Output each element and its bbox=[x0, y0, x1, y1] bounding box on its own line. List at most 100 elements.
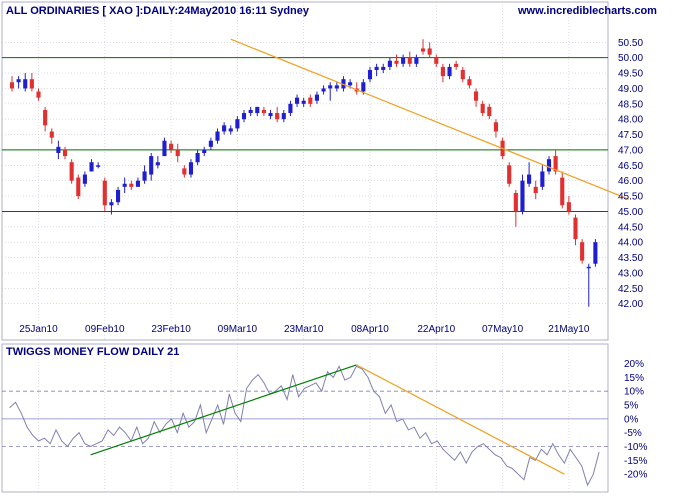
candle-body bbox=[566, 202, 571, 212]
price-y-tick-label: 45.00 bbox=[618, 207, 643, 218]
price-y-tick-label: 49.00 bbox=[618, 84, 643, 95]
candle-body bbox=[314, 94, 319, 101]
candle-body bbox=[454, 63, 459, 67]
price-x-tick-label: 09Mar10 bbox=[218, 324, 258, 335]
price-candles bbox=[9, 39, 598, 307]
candle-body bbox=[533, 186, 538, 193]
price-y-tick-label: 43.00 bbox=[618, 268, 643, 279]
price-y-tick-label: 47.00 bbox=[618, 145, 643, 156]
candle-body bbox=[321, 88, 326, 92]
money-flow-y-tick-label: 20% bbox=[624, 359, 644, 370]
candle-body bbox=[440, 66, 445, 77]
money-flow-trendline-orange bbox=[356, 364, 565, 475]
candle-body bbox=[527, 174, 532, 184]
candle-body bbox=[215, 131, 220, 141]
price-y-tick-label: 50.00 bbox=[618, 53, 643, 64]
candle-body bbox=[69, 162, 74, 181]
candle-body bbox=[102, 180, 107, 206]
candle-body bbox=[169, 143, 174, 150]
candle-body bbox=[474, 91, 479, 101]
money-flow-trendlines bbox=[90, 364, 565, 475]
candle-body bbox=[23, 79, 28, 89]
candle-body bbox=[295, 97, 300, 104]
candle-body bbox=[520, 180, 525, 212]
candle-body bbox=[175, 149, 180, 157]
price-trendline bbox=[230, 38, 629, 200]
candle-body bbox=[507, 165, 512, 184]
candle-body bbox=[16, 79, 21, 83]
candle-body bbox=[155, 162, 160, 166]
candle-body bbox=[328, 85, 333, 89]
candle-body bbox=[228, 128, 233, 132]
money-flow-frame bbox=[1, 343, 609, 493]
price-x-tick-label: 21May10 bbox=[548, 324, 590, 335]
candle-body bbox=[115, 189, 121, 203]
price-x-tick-label: 08Apr10 bbox=[351, 324, 389, 335]
watermark-url: www.incrediblecharts.com bbox=[517, 5, 657, 17]
candle-body bbox=[381, 66, 386, 70]
candle-body bbox=[560, 177, 565, 206]
candle-body bbox=[348, 82, 353, 86]
candle-body bbox=[49, 131, 54, 138]
candle-body bbox=[43, 109, 48, 126]
candle-body bbox=[96, 165, 101, 167]
money-flow-title: TWIGGS MONEY FLOW DAILY 21 bbox=[6, 346, 179, 358]
money-flow-line bbox=[9, 365, 600, 487]
candle-body bbox=[434, 57, 439, 64]
candle-body bbox=[420, 48, 426, 52]
candle-body bbox=[546, 159, 552, 172]
candle-body bbox=[513, 192, 518, 212]
candle-body bbox=[202, 149, 207, 154]
candle-body bbox=[208, 140, 213, 147]
candle-body bbox=[341, 79, 346, 89]
candle-body bbox=[480, 103, 485, 114]
money-flow-y-tick-label: 0% bbox=[624, 414, 639, 425]
candle-body bbox=[162, 140, 167, 157]
candle-body bbox=[334, 85, 339, 89]
candle-body bbox=[241, 113, 247, 120]
candle-body bbox=[407, 57, 412, 64]
price-y-tick-label: 48.50 bbox=[618, 99, 643, 110]
price-x-tick-label: 23Mar10 bbox=[284, 324, 324, 335]
candle-body bbox=[586, 266, 591, 269]
candle-body bbox=[387, 60, 392, 67]
price-y-tick-label: 42.00 bbox=[618, 299, 643, 310]
candle-body bbox=[573, 217, 578, 240]
price-y-tick-label: 42.50 bbox=[618, 284, 643, 295]
price-y-tick-label: 50.50 bbox=[618, 38, 643, 49]
money-flow-trendline-green bbox=[90, 364, 357, 456]
money-flow-y-tick-label: 10% bbox=[624, 387, 644, 398]
money-flow-series-line bbox=[9, 365, 600, 487]
price-x-tick-label: 23Feb10 bbox=[151, 324, 191, 335]
candle-body bbox=[367, 69, 373, 80]
candle-body bbox=[308, 97, 313, 104]
candle-body bbox=[268, 113, 273, 117]
candle-body bbox=[142, 171, 147, 181]
price-y-tick-label: 47.50 bbox=[618, 130, 643, 141]
price-x-tick-label: 25Jan10 bbox=[19, 324, 58, 335]
candle-body bbox=[149, 156, 154, 175]
candle-body bbox=[540, 171, 545, 187]
candle-body bbox=[9, 82, 15, 89]
candle-body bbox=[255, 106, 260, 114]
money-flow-y-tick-label: 15% bbox=[624, 373, 644, 384]
candle-body bbox=[593, 242, 598, 264]
money-flow-y-axis: 20% 15% 10% 5% 0% -5% -10% -15% -20% bbox=[624, 359, 647, 481]
price-y-tick-label: 44.50 bbox=[618, 222, 643, 233]
candle-body bbox=[414, 57, 419, 64]
money-flow-y-tick-label: -10% bbox=[624, 442, 647, 453]
money-flow-y-tick-label: 5% bbox=[624, 401, 639, 412]
candle-body bbox=[122, 183, 127, 187]
candle-body bbox=[493, 122, 499, 132]
candle-body bbox=[89, 162, 94, 172]
money-flow-panel: 20% 15% 10% 5% 0% -5% -10% -15% -20% TWIGGS MONE… bbox=[1, 343, 647, 493]
candle-body bbox=[36, 91, 41, 98]
price-panel-frame bbox=[1, 1, 609, 341]
candle-body bbox=[129, 183, 134, 187]
price-y-axis: 42.00 42.50 43.00 43.50 44.00 44.50 45.00 45.50… bbox=[618, 38, 643, 310]
candle-body bbox=[82, 174, 87, 184]
price-x-tick-label: 09Feb10 bbox=[85, 324, 125, 335]
candle-body bbox=[401, 57, 406, 64]
candle-body bbox=[222, 125, 227, 132]
